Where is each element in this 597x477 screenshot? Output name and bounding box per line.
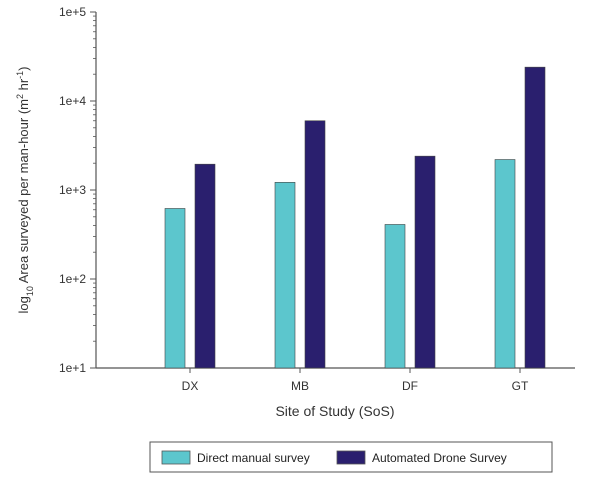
y-tick-label: 1e+4 [59,94,86,108]
y-axis-title: log10 Area surveyed per man-hour (m2 hr-… [15,66,35,313]
y-axis-title-subscript: 10 [25,286,35,296]
legend-label-direct-manual: Direct manual survey [197,451,310,465]
x-axis-title: Site of Study (SoS) [275,403,394,419]
bars [164,66,546,369]
y-axis-title-suffix: ) [16,66,31,70]
x-tick-label-dx: DX [182,379,199,393]
bar-mb-drone [304,120,326,369]
bar-mb-direct-manual [274,182,296,369]
bar-gt-direct-manual [494,159,516,369]
bar-df-drone [414,155,436,369]
x-tick-label-df: DF [402,379,418,393]
x-tick-label-mb: MB [291,379,309,393]
bar-df-direct-manual [384,224,406,369]
bar-dx-drone [194,163,216,369]
bar-gt-drone [524,66,546,369]
legend-label-drone: Automated Drone Survey [372,451,507,465]
legend-swatch-drone [336,450,366,465]
y-tick-label: 1e+3 [59,183,86,197]
legend-swatch-direct-manual [161,450,191,465]
y-axis-title-sup2: -1 [15,71,25,79]
x-ticks: DX MB DF GT [182,368,529,393]
legend-box [149,441,553,473]
y-axis-title-prefix: log [16,296,31,313]
x-tick-label-gt: GT [512,379,529,393]
legend: Direct manual survey Automated Drone Sur… [149,441,553,473]
y-axis-title-main: Area surveyed per man-hour (m [16,99,31,286]
y-tick-label: 1e+2 [59,272,86,286]
y-tick-label: 1e+5 [59,5,86,19]
y-axis-title-sup1: 2 [15,94,25,99]
y-ticks: 1e+1 1e+2 1e+3 1e+4 1e+5 [59,5,96,375]
y-axis-title-middle: hr [16,78,31,94]
bar-dx-direct-manual [164,208,186,369]
y-tick-label: 1e+1 [59,361,86,375]
